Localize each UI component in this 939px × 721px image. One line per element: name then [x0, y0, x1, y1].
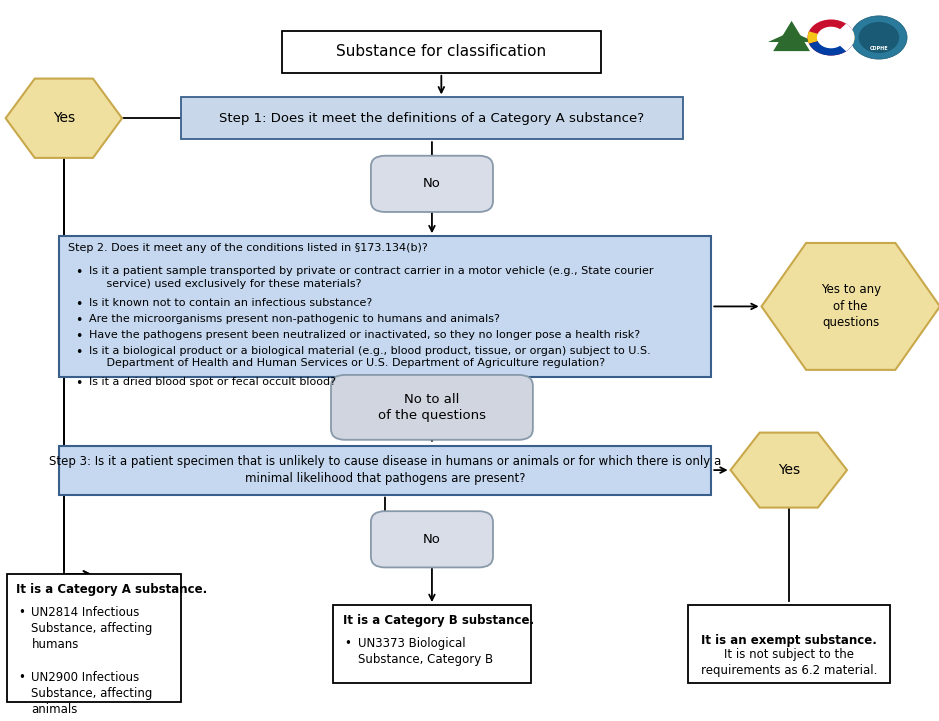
Text: •: •	[75, 378, 83, 391]
Text: It is a Category B substance.: It is a Category B substance.	[343, 614, 534, 627]
Text: •: •	[345, 637, 351, 650]
Bar	[282, 31, 601, 73]
Text: •: •	[19, 606, 25, 619]
Text: Yes: Yes	[777, 463, 800, 477]
Bar	[180, 97, 684, 139]
Wedge shape	[809, 37, 853, 56]
Text: UN2900 Infectious
Substance, affecting
animals: UN2900 Infectious Substance, affecting a…	[32, 671, 153, 715]
Bar	[333, 605, 531, 683]
Text: Step 2. Does it meet any of the conditions listed in §173.134(b)?: Step 2. Does it meet any of the conditio…	[69, 244, 428, 253]
Text: It is an exempt substance.: It is an exempt substance.	[700, 634, 877, 647]
Text: Is it a dried blood spot or fecal occult blood?: Is it a dried blood spot or fecal occult…	[89, 378, 336, 387]
Polygon shape	[768, 32, 815, 42]
Text: Yes to any
of the
questions: Yes to any of the questions	[821, 283, 881, 329]
Wedge shape	[808, 31, 831, 44]
Text: Have the pathogens present been neutralized or inactivated, so they no longer po: Have the pathogens present been neutrali…	[89, 330, 639, 340]
Text: Step 3: Is it a patient specimen that is unlikely to cause disease in humans or : Step 3: Is it a patient specimen that is…	[49, 455, 721, 485]
Circle shape	[851, 16, 907, 59]
Text: It is not subject to the
requirements as 6.2 material.: It is not subject to the requirements as…	[700, 648, 877, 677]
Text: •: •	[75, 330, 83, 343]
Text: Are the microorganisms present non-pathogenic to humans and animals?: Are the microorganisms present non-patho…	[89, 314, 500, 324]
Text: UN3373 Biological
Substance, Category B: UN3373 Biological Substance, Category B	[358, 637, 493, 665]
Text: No to all
of the questions: No to all of the questions	[377, 393, 486, 422]
Circle shape	[858, 22, 900, 53]
Text: •: •	[75, 314, 83, 327]
FancyBboxPatch shape	[371, 511, 493, 567]
Text: Step 1: Does it meet the definitions of a Category A substance?: Step 1: Does it meet the definitions of …	[220, 112, 644, 125]
Text: UN2814 Infectious
Substance, affecting
humans: UN2814 Infectious Substance, affecting h…	[32, 606, 153, 650]
Text: No: No	[423, 533, 441, 546]
FancyBboxPatch shape	[331, 375, 533, 440]
Text: •: •	[19, 671, 25, 684]
Polygon shape	[762, 243, 939, 370]
Circle shape	[817, 27, 845, 48]
Wedge shape	[831, 24, 854, 51]
Text: Substance for classification: Substance for classification	[336, 45, 546, 59]
Text: Is it a patient sample transported by private or contract carrier in a motor veh: Is it a patient sample transported by pr…	[89, 267, 654, 289]
Polygon shape	[773, 21, 810, 51]
Text: •: •	[75, 346, 83, 359]
FancyBboxPatch shape	[371, 156, 493, 212]
Text: Is it a biological product or a biological material (e.g., blood product, tissue: Is it a biological product or a biologic…	[89, 346, 651, 368]
Bar	[58, 236, 712, 377]
Text: CDPHE: CDPHE	[870, 46, 888, 50]
Circle shape	[808, 19, 854, 56]
Bar	[8, 574, 181, 702]
Bar	[687, 605, 890, 683]
Wedge shape	[831, 31, 854, 44]
Bar	[58, 446, 712, 495]
Polygon shape	[731, 433, 847, 508]
Text: No: No	[423, 177, 441, 190]
Text: Is it known not to contain an infectious substance?: Is it known not to contain an infectious…	[89, 298, 372, 308]
Polygon shape	[6, 79, 122, 158]
Text: It is a Category A substance.: It is a Category A substance.	[17, 583, 208, 596]
Text: •: •	[75, 298, 83, 311]
Text: •: •	[75, 267, 83, 280]
Text: Yes: Yes	[53, 111, 75, 125]
